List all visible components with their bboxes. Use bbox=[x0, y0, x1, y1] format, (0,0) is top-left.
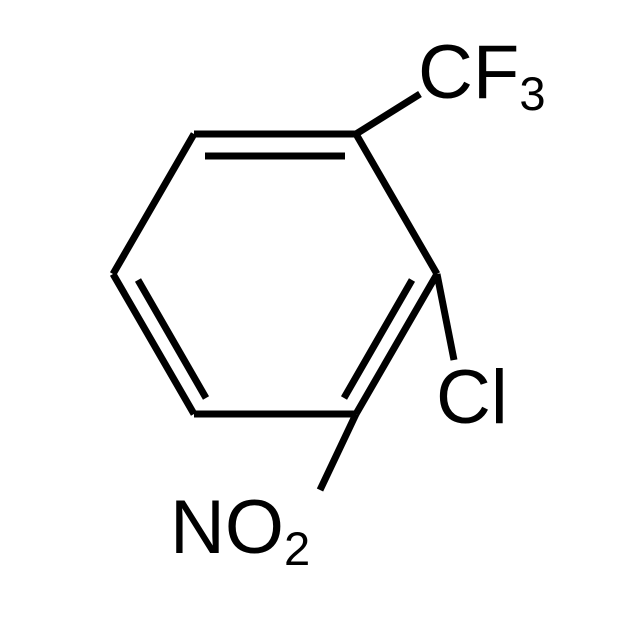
label-cl: Cl bbox=[436, 360, 508, 436]
label-cf3: CF3 bbox=[418, 35, 546, 117]
label-no2: NO2 bbox=[170, 490, 310, 572]
